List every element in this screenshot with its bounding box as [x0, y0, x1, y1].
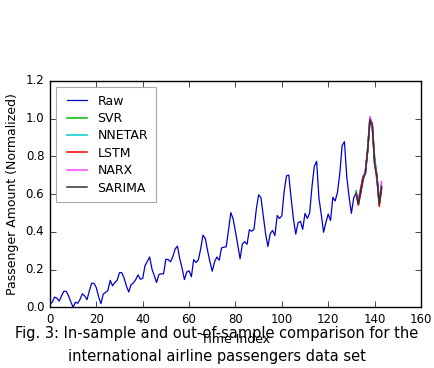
LSTM: [363, 170, 368, 174]
SVR: [358, 190, 363, 194]
Line: SARIMA: SARIMA: [356, 120, 381, 204]
NNETAR: [363, 170, 368, 174]
NNETAR: [367, 116, 372, 120]
NARX: [374, 179, 379, 183]
SARIMA: [379, 184, 384, 189]
NARX: [358, 185, 363, 190]
LSTM: [372, 161, 377, 165]
SVR: [365, 148, 370, 152]
NNETAR: [372, 155, 377, 159]
NNETAR: [374, 174, 379, 179]
SVR: [367, 116, 372, 120]
NNETAR: [360, 177, 365, 181]
SARIMA: [372, 161, 377, 165]
SARIMA: [374, 175, 379, 179]
NARX: [363, 168, 368, 173]
LSTM: [358, 191, 363, 196]
NNETAR: [379, 182, 384, 186]
LSTM: [356, 203, 361, 208]
NNETAR: [377, 201, 382, 205]
LSTM: [367, 118, 372, 122]
NNETAR: [358, 190, 363, 195]
Y-axis label: Passenger Amount (Normalized): Passenger Amount (Normalized): [6, 93, 19, 295]
NARX: [360, 175, 365, 180]
Line: SVR: SVR: [356, 118, 381, 204]
Legend: Raw, SVR, NNETAR, LSTM, NARX, SARIMA: Raw, SVR, NNETAR, LSTM, NARX, SARIMA: [56, 87, 155, 202]
SARIMA: [377, 202, 382, 206]
SARIMA: [356, 202, 361, 206]
SVR: [372, 156, 377, 161]
LSTM: [370, 121, 375, 125]
SVR: [363, 172, 368, 176]
SVR: [374, 174, 379, 178]
LSTM: [377, 204, 382, 209]
SARIMA: [367, 117, 372, 122]
Raw: [286, 173, 291, 177]
NARX: [372, 162, 377, 166]
Line: LSTM: LSTM: [356, 120, 381, 206]
SARIMA: [370, 123, 375, 128]
NARX: [379, 179, 384, 184]
LSTM: [360, 179, 365, 183]
Line: NARX: NARX: [356, 117, 381, 201]
SVR: [360, 174, 365, 178]
SVR: [356, 201, 361, 205]
NARX: [353, 193, 358, 198]
Raw: [379, 185, 384, 190]
Text: international airline passengers data set: international airline passengers data se…: [68, 350, 366, 364]
SARIMA: [365, 148, 370, 153]
Raw: [73, 300, 78, 304]
Raw: [99, 301, 104, 306]
Raw: [70, 305, 76, 309]
NARX: [377, 199, 382, 204]
Raw: [151, 273, 157, 278]
NARX: [367, 114, 372, 119]
Line: Raw: Raw: [50, 118, 381, 307]
Raw: [367, 116, 372, 121]
SVR: [377, 201, 382, 206]
Line: NNETAR: NNETAR: [356, 118, 381, 203]
NNETAR: [356, 201, 361, 205]
Raw: [316, 196, 322, 200]
SARIMA: [353, 191, 358, 196]
NNETAR: [365, 147, 370, 152]
NNETAR: [353, 190, 358, 194]
LSTM: [374, 174, 379, 179]
SARIMA: [363, 171, 368, 176]
NARX: [370, 123, 375, 128]
X-axis label: Time Index: Time Index: [201, 333, 270, 346]
SVR: [379, 185, 384, 190]
LSTM: [365, 149, 370, 153]
SARIMA: [360, 175, 365, 180]
NNETAR: [370, 124, 375, 129]
LSTM: [353, 191, 358, 196]
SVR: [370, 124, 375, 129]
LSTM: [379, 187, 384, 191]
NARX: [365, 148, 370, 152]
Text: Fig. 3: In-sample and out-of-sample comparison for the: Fig. 3: In-sample and out-of-sample comp…: [15, 326, 419, 340]
Raw: [321, 230, 326, 234]
SVR: [353, 188, 358, 193]
Raw: [47, 302, 53, 307]
SARIMA: [358, 188, 363, 192]
NARX: [356, 196, 361, 201]
